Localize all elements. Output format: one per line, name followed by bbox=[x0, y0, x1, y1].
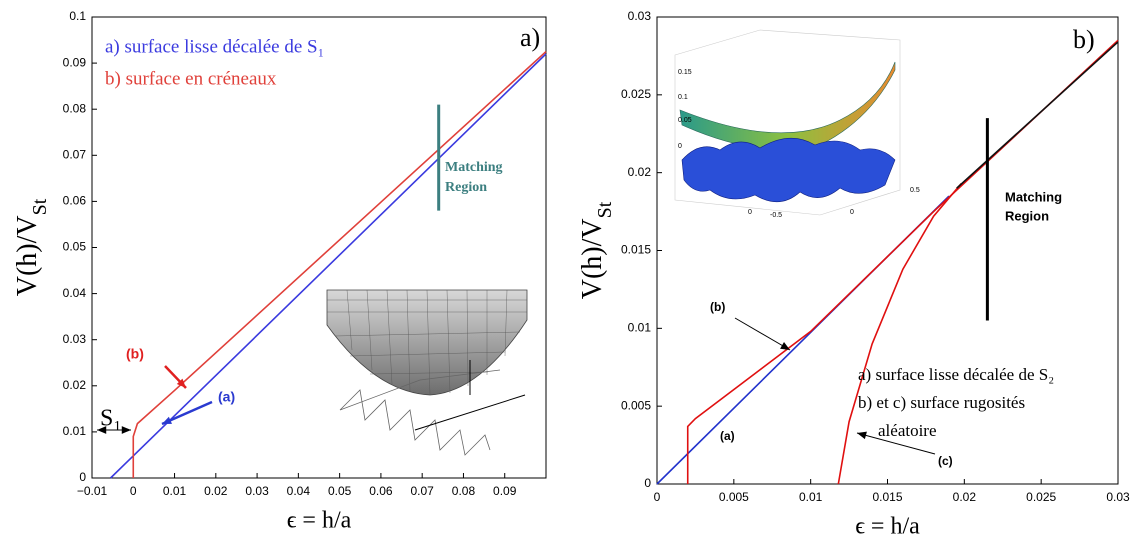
inset-label: 0.1 bbox=[678, 94, 688, 101]
inset-label: 0 bbox=[850, 209, 854, 216]
inset-label: 0.05 bbox=[678, 117, 692, 124]
arrow-head bbox=[176, 378, 186, 388]
y-tick-label: 0.09 bbox=[63, 55, 87, 69]
inset-label: 0.5 bbox=[910, 187, 920, 194]
annotation: Region bbox=[445, 180, 487, 195]
y-axis-label-sub: St bbox=[594, 201, 616, 218]
inset-left bbox=[326, 289, 528, 456]
y-tick-label: 0.02 bbox=[628, 165, 652, 179]
y-axis-label-main: V(h)/V bbox=[577, 218, 608, 299]
x-tick-label: 0.08 bbox=[452, 484, 476, 498]
y-tick-label: 0.07 bbox=[63, 147, 87, 161]
y-tick-label: 0.025 bbox=[621, 87, 651, 101]
x-tick-label: 0.005 bbox=[719, 490, 749, 504]
annotation: Region bbox=[1005, 208, 1049, 223]
inset-right bbox=[674, 29, 901, 216]
legend-text: a) surface lisse décalée de S₁ bbox=[105, 36, 324, 57]
arrow-head bbox=[780, 342, 790, 350]
y-axis-label-main: V(h)/V bbox=[12, 215, 43, 296]
y-axis-label: V(h)/VSt bbox=[577, 201, 615, 299]
x-tick-label: 0.02 bbox=[953, 490, 977, 504]
arrow bbox=[856, 432, 936, 455]
x-tick-label: 0.07 bbox=[411, 484, 435, 498]
x-tick-label: 0.03 bbox=[1106, 490, 1130, 504]
legend-text: b) surface en créneaux bbox=[105, 68, 277, 89]
y-tick-label: 0.03 bbox=[628, 9, 652, 23]
x-tick-label: 0.04 bbox=[287, 484, 311, 498]
x-tick-label: 0.025 bbox=[1026, 490, 1056, 504]
annotation: (a) bbox=[218, 389, 235, 405]
annotation: (b) bbox=[126, 346, 144, 362]
inset-label: 0.15 bbox=[678, 69, 692, 76]
series-line bbox=[110, 53, 547, 479]
y-axis-label: V(h)/VSt bbox=[12, 198, 50, 296]
y-tick-label: 0.06 bbox=[63, 194, 87, 208]
legend-text: b) et c) surface rugosités bbox=[858, 393, 1025, 412]
y-tick-label: 0.1 bbox=[69, 9, 86, 23]
annotation: (b) bbox=[710, 300, 725, 314]
x-axis-label: ϵ = h/a bbox=[855, 514, 920, 540]
annotation: (c) bbox=[938, 454, 953, 468]
x-tick-label: 0.05 bbox=[328, 484, 352, 498]
x-tick-label: 0.06 bbox=[369, 484, 393, 498]
y-tick-label: 0.015 bbox=[621, 243, 651, 257]
x-tick-label: −0.01 bbox=[77, 484, 108, 498]
y-tick-label: 0 bbox=[79, 470, 86, 484]
y-tick-label: 0.01 bbox=[628, 321, 652, 335]
plot-frame bbox=[656, 16, 1119, 485]
x-tick-label: 0.09 bbox=[493, 484, 517, 498]
series-line bbox=[956, 41, 1119, 189]
y-tick-label: 0.03 bbox=[63, 332, 87, 346]
arrow-head bbox=[857, 431, 867, 440]
x-tick-label: 0.02 bbox=[204, 484, 228, 498]
x-tick-label: 0.015 bbox=[872, 490, 902, 504]
y-tick-label: 0.04 bbox=[63, 286, 87, 300]
inset-label: 0 bbox=[678, 143, 682, 150]
x-axis-label: ϵ = h/a bbox=[287, 508, 352, 534]
x-tick-label: 0.01 bbox=[799, 490, 823, 504]
inset-label: -0.5 bbox=[770, 212, 782, 219]
arrow bbox=[734, 317, 791, 351]
annotation: (a) bbox=[720, 429, 735, 443]
series-line bbox=[132, 50, 547, 478]
legend-text: a) surface lisse décalée de S₂ bbox=[858, 365, 1054, 384]
arrow-head bbox=[121, 426, 131, 434]
x-tick-label: 0 bbox=[654, 490, 661, 504]
y-tick-label: 0.02 bbox=[63, 378, 87, 392]
inset-label: 0 bbox=[748, 209, 752, 216]
y-tick-label: 0.005 bbox=[621, 398, 651, 412]
x-tick-label: 0.03 bbox=[245, 484, 269, 498]
arrow-head bbox=[97, 426, 107, 434]
annotation: b) bbox=[1073, 25, 1095, 54]
x-tick-label: 0 bbox=[130, 484, 137, 498]
y-tick-label: 0 bbox=[644, 476, 651, 490]
y-axis-label-sub: St bbox=[29, 198, 51, 215]
x-tick-label: 0.01 bbox=[163, 484, 187, 498]
y-tick-label: 0.08 bbox=[63, 101, 87, 115]
y-tick-label: 0.01 bbox=[63, 424, 87, 438]
annotation: S₁ bbox=[100, 406, 122, 432]
annotation: Matching bbox=[1005, 189, 1062, 204]
legend-text: aléatoire bbox=[878, 421, 937, 440]
arrow-head bbox=[162, 416, 172, 424]
series-line bbox=[686, 39, 1119, 484]
annotation: a) bbox=[520, 23, 540, 52]
series-line bbox=[837, 183, 962, 485]
y-tick-label: 0.05 bbox=[63, 240, 87, 254]
annotation: Matching bbox=[445, 160, 503, 175]
